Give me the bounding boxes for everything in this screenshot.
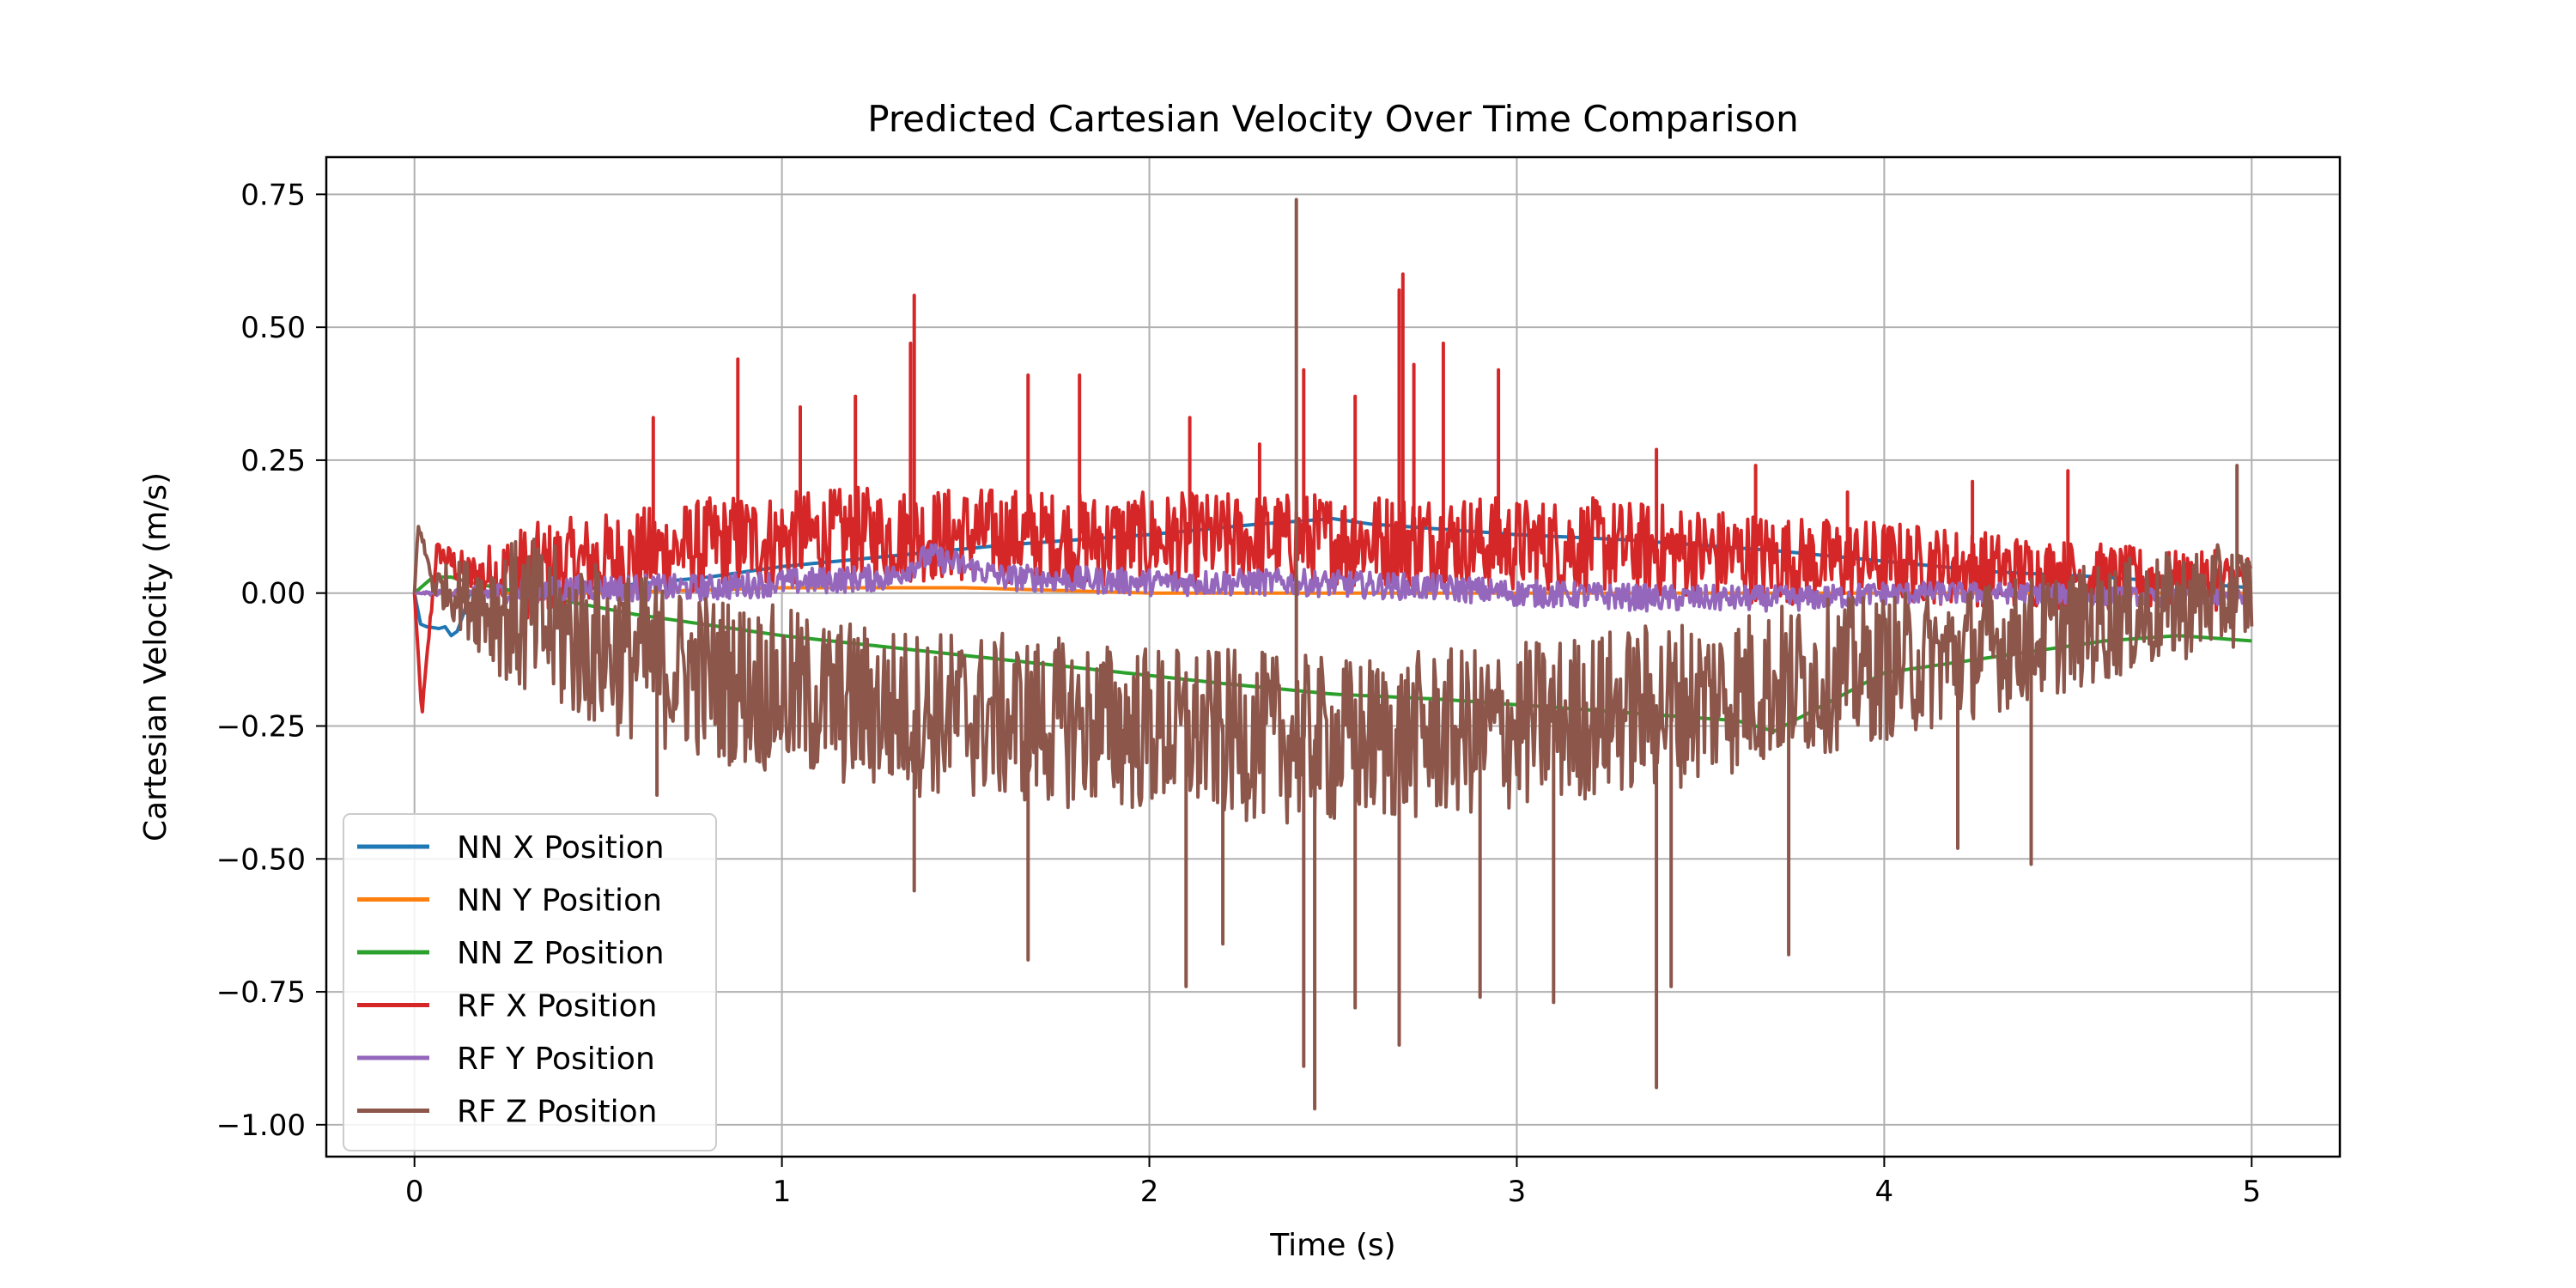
y-tick-label: −0.25 <box>216 709 306 744</box>
y-axis-label: Cartesian Velocity (m/s) <box>138 472 173 841</box>
x-tick-label: 3 <box>1508 1175 1527 1209</box>
chart-title: Predicted Cartesian Velocity Over Time C… <box>867 98 1799 140</box>
y-axis: 0.75 0.50 0.25 0.00 −0.25 −0.50 −0.75 −1.00 <box>216 178 326 1143</box>
legend-box <box>343 813 717 1151</box>
y-tick-label: −0.75 <box>216 975 306 1010</box>
x-axis-label: Time (s) <box>1269 1228 1395 1263</box>
legend-label: NN X Position <box>457 830 665 866</box>
axes-frame <box>325 155 2342 1158</box>
legend-label: NN Z Position <box>457 936 665 971</box>
x-tick-label: 5 <box>2242 1175 2261 1209</box>
plot-area <box>412 197 2254 1111</box>
y-tick-label: 0.00 <box>240 577 306 611</box>
y-tick-label: 0.75 <box>240 178 306 212</box>
y-tick-label: 0.50 <box>240 311 306 345</box>
legend: NN X Position NN Y Position NN Z Position R… <box>343 813 717 1151</box>
y-tick-label: 0.25 <box>240 444 306 478</box>
series-line-nn-x-position <box>412 517 2252 638</box>
legend-label: RF Z Position <box>457 1095 657 1130</box>
y-tick-label: −1.00 <box>216 1109 306 1143</box>
x-tick-label: 0 <box>405 1175 424 1209</box>
x-tick-label: 4 <box>1875 1175 1894 1209</box>
legend-label: NN Y Position <box>457 884 662 919</box>
legend-label: RF Y Position <box>457 1042 655 1077</box>
legend-label: RF X Position <box>457 989 657 1024</box>
x-tick-label: 2 <box>1140 1175 1159 1209</box>
x-axis: 0 1 2 3 4 5 <box>405 1157 2261 1209</box>
x-tick-label: 1 <box>773 1175 792 1209</box>
series-line-rf-z-position <box>412 197 2254 1111</box>
y-tick-label: −0.50 <box>216 842 306 877</box>
series-line-rf-y-position <box>414 543 2253 613</box>
